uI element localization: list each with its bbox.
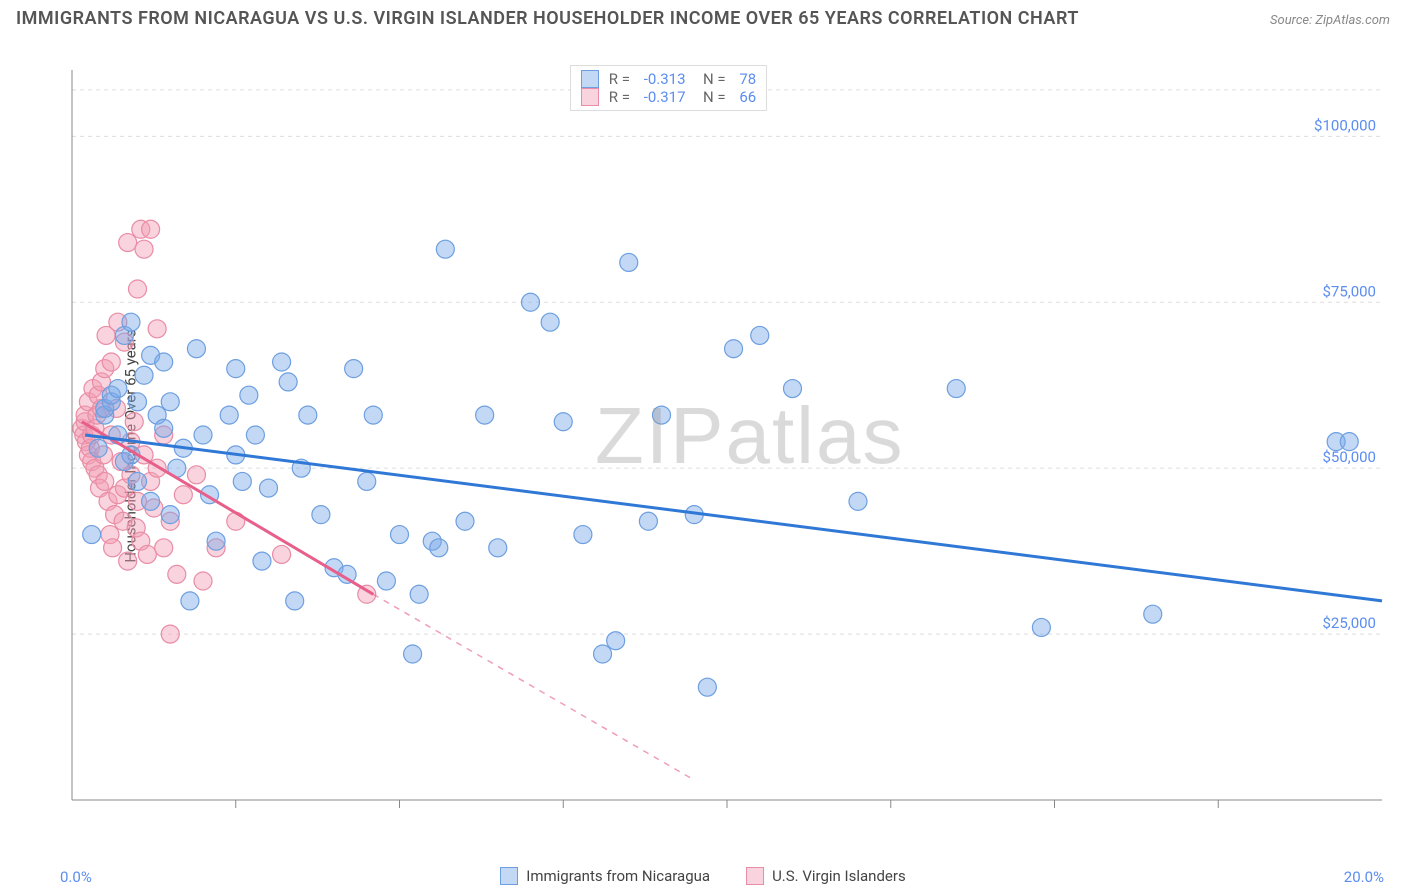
x-tick-min: 0.0%	[60, 868, 92, 886]
svg-text:$75,000: $75,000	[1322, 282, 1376, 300]
source-label: Source: ZipAtlas.com	[1270, 13, 1390, 28]
scatter-chart: $25,000$50,000$75,000$100,000	[55, 60, 1390, 830]
svg-text:$100,000: $100,000	[1314, 116, 1376, 134]
legend-swatch-blue	[581, 70, 599, 88]
stats-legend: R = -0.313 N = 78 R = -0.317 N = 66	[570, 65, 767, 111]
chart-title: IMMIGRANTS FROM NICARAGUA VS U.S. VIRGIN…	[16, 8, 1079, 29]
legend-label-pink: U.S. Virgin Islanders	[772, 867, 906, 885]
legend-label-blue: Immigrants from Nicaragua	[526, 867, 710, 885]
legend-swatch-blue-bottom	[500, 867, 518, 885]
chart-area: $25,000$50,000$75,000$100,000 ZIPatlas R…	[55, 60, 1390, 830]
bottom-legend: 0.0% Immigrants from Nicaragua U.S. Virg…	[0, 860, 1406, 892]
r-value-blue: -0.313	[644, 70, 686, 88]
n-value-blue: 78	[739, 70, 756, 88]
legend-swatch-pink	[581, 88, 599, 106]
svg-text:$25,000: $25,000	[1322, 614, 1376, 632]
x-tick-max: 20.0%	[1344, 868, 1384, 886]
n-value-pink: 66	[739, 88, 756, 106]
legend-swatch-pink-bottom	[746, 867, 764, 885]
r-value-pink: -0.317	[644, 88, 686, 106]
